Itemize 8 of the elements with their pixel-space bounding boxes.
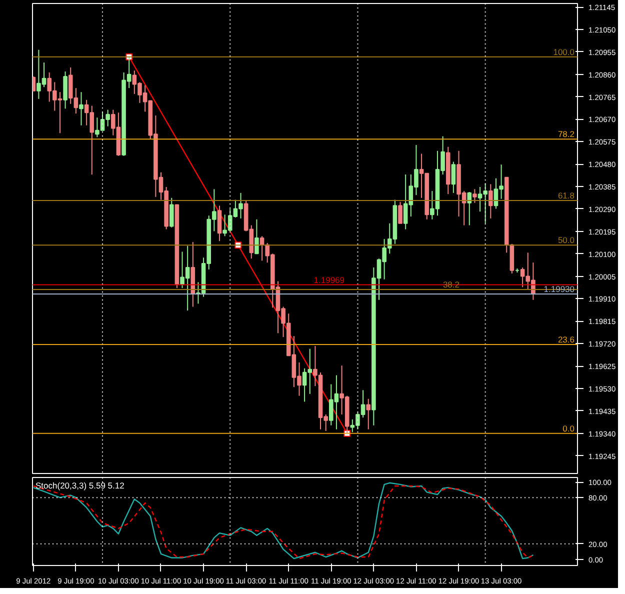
annotation: 0.0 [562,423,575,434]
annotation: 100.0 [553,46,575,57]
ref-line-label: 1.19969 [314,274,345,285]
annotation: 23.6 [558,334,575,345]
chart-title: Stoch(20,3,3) 5.59 5.12 [36,480,125,490]
annotation: 50.0 [558,235,575,246]
annotation: 61.8 [558,190,575,200]
annotation: 78.2 [558,129,575,140]
